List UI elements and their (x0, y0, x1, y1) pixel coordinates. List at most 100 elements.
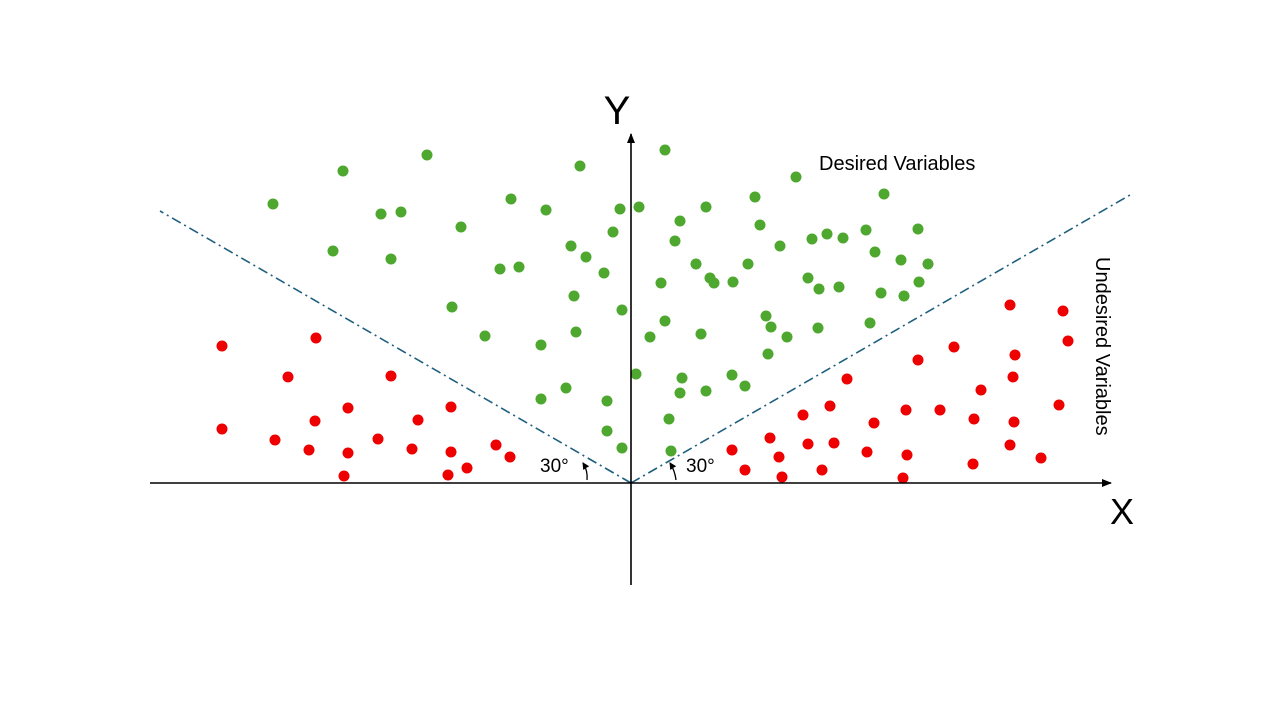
desired-dot (806, 233, 818, 245)
undesired-dot (1009, 349, 1021, 361)
desired-dot (455, 221, 467, 233)
desired-dot (375, 208, 387, 220)
desired-dot (821, 228, 833, 240)
undesired-dot (445, 446, 457, 458)
desired-dot (695, 328, 707, 340)
undesired-dot (1053, 399, 1065, 411)
angle-label-right: 30° (686, 456, 715, 477)
desired-dot (708, 277, 720, 289)
undesired-dot (897, 472, 909, 484)
desired-dot (535, 339, 547, 351)
desired-dot (700, 385, 712, 397)
desired-dot (812, 322, 824, 334)
desired-dot (869, 246, 881, 258)
undesired-dot (861, 446, 873, 458)
undesired-dot (816, 464, 828, 476)
undesired-dot (1007, 371, 1019, 383)
desired-dot (565, 240, 577, 252)
undesired-dot (303, 444, 315, 456)
undesired-dot (934, 404, 946, 416)
desired-dot (535, 393, 547, 405)
undesired-dot (1004, 439, 1016, 451)
desired-dot (633, 201, 645, 213)
undesired-dot (442, 469, 454, 481)
undesired-dot (412, 414, 424, 426)
desired-dot (663, 413, 675, 425)
desired-dot (690, 258, 702, 270)
undesired-dot (1062, 335, 1074, 347)
y-axis-label: Y (604, 89, 631, 133)
desired-dot (574, 160, 586, 172)
undesired-dot (342, 447, 354, 459)
desired-dot (754, 219, 766, 231)
undesired-dot (764, 432, 776, 444)
undesired-dot (824, 400, 836, 412)
undesired-dot (912, 354, 924, 366)
desired-dot (895, 254, 907, 266)
desired-dot (781, 331, 793, 343)
undesired-dot (1057, 305, 1069, 317)
undesired-dot (967, 458, 979, 470)
undesired-dot (797, 409, 809, 421)
desired-dot (655, 277, 667, 289)
desired-dot (630, 368, 642, 380)
desired-dot (598, 267, 610, 279)
boundary-right (630, 194, 1131, 484)
undesired-dot (282, 371, 294, 383)
desired-dot (659, 144, 671, 156)
undesired-label: Undesired Variables (1091, 257, 1113, 436)
undesired-dot (372, 433, 384, 445)
undesired-dot (901, 449, 913, 461)
undesired-dot (338, 470, 350, 482)
desired-label: Desired Variables (819, 153, 975, 175)
desired-dot (644, 331, 656, 343)
undesired-dot (216, 340, 228, 352)
desired-dot (505, 193, 517, 205)
boundary-left (159, 210, 632, 484)
undesired-dot (975, 384, 987, 396)
desired-dot (446, 301, 458, 313)
desired-dot (540, 204, 552, 216)
desired-dot (616, 442, 628, 454)
desired-dot (878, 188, 890, 200)
desired-dot (875, 287, 887, 299)
undesired-dot (216, 423, 228, 435)
undesired-dot (776, 471, 788, 483)
desired-dot (568, 290, 580, 302)
undesired-dot (841, 373, 853, 385)
undesired-dot (385, 370, 397, 382)
desired-dot (327, 245, 339, 257)
desired-dot (864, 317, 876, 329)
angle-arc-right (669, 462, 677, 481)
undesired-dot (773, 451, 785, 463)
dots (216, 144, 1074, 484)
desired-dot (765, 321, 777, 333)
desired-dot (607, 226, 619, 238)
desired-dot (774, 240, 786, 252)
undesired-dot (1004, 299, 1016, 311)
desired-dot (665, 445, 677, 457)
desired-dot (760, 310, 772, 322)
undesired-dot (868, 417, 880, 429)
desired-dot (494, 263, 506, 275)
undesired-dot (1035, 452, 1047, 464)
desired-dot (337, 165, 349, 177)
undesired-dot (828, 437, 840, 449)
desired-dot (860, 224, 872, 236)
undesired-dot (802, 438, 814, 450)
desired-dot (833, 281, 845, 293)
desired-dot (601, 425, 613, 437)
desired-dot (727, 276, 739, 288)
desired-dot (560, 382, 572, 394)
undesired-dot (1008, 416, 1020, 428)
undesired-dot (490, 439, 502, 451)
desired-dot (674, 215, 686, 227)
undesired-dot (309, 415, 321, 427)
desired-dot (580, 251, 592, 263)
undesired-dot (504, 451, 516, 463)
desired-dot (267, 198, 279, 210)
undesired-dot (461, 462, 473, 474)
desired-dot (726, 369, 738, 381)
desired-dot (674, 387, 686, 399)
